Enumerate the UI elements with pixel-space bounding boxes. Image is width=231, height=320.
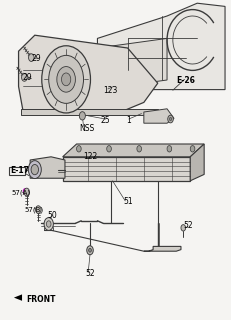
Text: 29: 29 <box>31 54 41 63</box>
FancyBboxPatch shape <box>9 167 25 175</box>
Text: NSS: NSS <box>79 124 94 133</box>
Text: E-26: E-26 <box>176 76 194 85</box>
Text: 25: 25 <box>100 116 110 125</box>
Circle shape <box>61 73 70 86</box>
Text: 50: 50 <box>47 211 57 220</box>
Text: 52: 52 <box>182 221 192 230</box>
Text: 1: 1 <box>125 116 130 125</box>
Circle shape <box>31 164 38 175</box>
Circle shape <box>46 221 51 227</box>
Circle shape <box>44 218 53 230</box>
Polygon shape <box>143 246 180 251</box>
Polygon shape <box>189 144 203 181</box>
Circle shape <box>106 146 111 152</box>
Circle shape <box>42 46 90 113</box>
Polygon shape <box>14 294 22 301</box>
Text: 52: 52 <box>85 269 94 278</box>
Text: 51: 51 <box>122 197 132 206</box>
Circle shape <box>24 188 29 196</box>
Circle shape <box>49 55 83 103</box>
Circle shape <box>79 112 85 120</box>
Circle shape <box>23 188 27 195</box>
Circle shape <box>166 146 171 152</box>
Polygon shape <box>18 35 157 112</box>
Circle shape <box>189 146 194 152</box>
Text: 122: 122 <box>83 152 97 161</box>
Circle shape <box>167 115 173 123</box>
Circle shape <box>35 206 41 213</box>
Circle shape <box>169 117 171 121</box>
Text: E-17: E-17 <box>10 166 29 175</box>
Polygon shape <box>97 3 224 90</box>
Circle shape <box>86 246 93 255</box>
Circle shape <box>76 146 81 152</box>
Text: 57(B): 57(B) <box>24 206 43 212</box>
Text: 29: 29 <box>22 73 31 82</box>
Text: FRONT: FRONT <box>27 295 56 304</box>
Circle shape <box>28 161 41 179</box>
Polygon shape <box>21 109 157 115</box>
Text: 123: 123 <box>103 86 117 95</box>
Polygon shape <box>30 157 65 178</box>
Circle shape <box>136 146 141 152</box>
Polygon shape <box>97 38 166 90</box>
Circle shape <box>21 74 27 81</box>
Circle shape <box>180 225 185 231</box>
Polygon shape <box>143 109 173 123</box>
Text: 57(A): 57(A) <box>12 189 30 196</box>
Circle shape <box>28 54 34 61</box>
Circle shape <box>57 67 75 92</box>
Polygon shape <box>62 157 189 181</box>
Circle shape <box>88 248 91 252</box>
Polygon shape <box>62 144 203 157</box>
